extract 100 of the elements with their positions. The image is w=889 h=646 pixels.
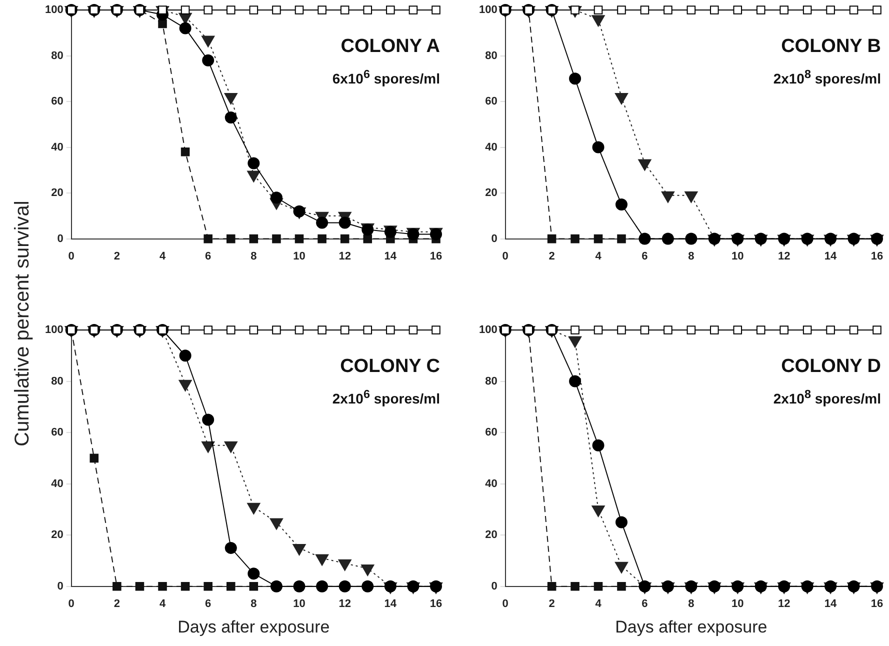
x-tick-label: 4 — [595, 598, 602, 610]
point — [617, 6, 626, 14]
point — [594, 326, 603, 334]
point — [204, 234, 212, 244]
y-tick-label: 80 — [485, 50, 498, 62]
point — [340, 326, 350, 334]
point — [710, 326, 719, 334]
point — [664, 326, 672, 334]
point — [547, 234, 556, 244]
point — [849, 6, 858, 14]
y-tick-label: 60 — [485, 96, 498, 108]
point — [408, 326, 418, 334]
y-tick-label: 60 — [485, 426, 498, 439]
x-tick-label: 0 — [68, 598, 74, 610]
x-tick-label: 2 — [114, 598, 120, 610]
point — [756, 6, 766, 14]
point — [780, 6, 788, 14]
point — [180, 6, 190, 14]
point — [802, 6, 812, 14]
point — [594, 582, 603, 591]
point — [248, 157, 260, 170]
point — [733, 326, 742, 334]
annotation: COLONY C — [340, 356, 440, 378]
x-tick-label: 16 — [430, 598, 442, 610]
point — [802, 326, 812, 334]
point — [408, 6, 418, 14]
point — [272, 234, 281, 244]
point — [224, 112, 237, 124]
x-axis-title: Days after exposure — [178, 617, 330, 636]
point — [272, 326, 281, 334]
point — [249, 6, 258, 14]
point — [615, 198, 628, 210]
point — [363, 6, 372, 14]
y-tick-label: 20 — [51, 529, 64, 542]
point — [158, 582, 167, 591]
point — [363, 234, 372, 244]
point — [318, 234, 326, 244]
annotation: COLONY B — [781, 36, 881, 58]
annotation: 2x10$^{8}$ spores/ml — [773, 388, 881, 407]
point — [340, 234, 350, 244]
point — [226, 326, 236, 334]
x-tick-label: 6 — [642, 250, 648, 262]
x-tick-label: 16 — [870, 250, 884, 262]
x-axis-title: Days after exposure — [615, 617, 768, 636]
point — [158, 6, 167, 14]
x-tick-label: 8 — [688, 598, 694, 610]
point — [318, 6, 326, 14]
y-tick-label: 60 — [51, 426, 64, 439]
x-tick-label: 6 — [205, 250, 212, 262]
point — [202, 414, 214, 426]
y-tick-label: 60 — [51, 96, 64, 108]
y-tick-label: 40 — [51, 141, 64, 154]
x-tick-label: 14 — [384, 598, 398, 610]
x-tick-label: 0 — [502, 598, 508, 610]
y-tick-label: 20 — [485, 529, 498, 542]
y-tick-label: 80 — [51, 50, 64, 62]
point — [179, 350, 192, 362]
point — [202, 54, 214, 66]
point — [226, 6, 236, 14]
point — [180, 326, 190, 334]
point — [710, 6, 719, 14]
point — [318, 326, 326, 334]
x-tick-label: 8 — [250, 250, 257, 262]
point — [158, 19, 167, 28]
x-tick-label: 14 — [824, 598, 838, 610]
point — [249, 326, 258, 334]
point — [90, 454, 99, 463]
annotation: 6x10$^{6}$ spores/ml — [332, 68, 440, 87]
y-tick-label: 100 — [478, 324, 498, 336]
x-tick-label: 8 — [250, 598, 257, 610]
point — [112, 582, 122, 591]
x-tick-label: 2 — [548, 250, 555, 262]
point — [226, 234, 236, 244]
point — [272, 6, 281, 14]
point — [204, 326, 212, 334]
point — [569, 72, 582, 85]
point — [294, 6, 304, 14]
x-tick-label: 6 — [205, 598, 212, 610]
y-tick-label: 40 — [485, 141, 498, 154]
y-tick-label: 20 — [485, 187, 498, 200]
point — [204, 6, 212, 14]
point — [547, 582, 556, 591]
y-tick-label: 40 — [485, 478, 498, 490]
x-tick-label: 12 — [338, 250, 351, 262]
point — [570, 326, 580, 334]
x-tick-label: 6 — [642, 598, 648, 610]
x-tick-label: 0 — [502, 250, 508, 262]
point — [270, 192, 282, 204]
point — [224, 542, 237, 554]
point — [294, 234, 304, 244]
x-tick-label: 16 — [430, 250, 442, 262]
x-tick-label: 2 — [114, 250, 120, 262]
y-tick-label: 0 — [491, 580, 498, 592]
point — [594, 6, 603, 14]
x-tick-label: 8 — [688, 250, 694, 262]
point — [640, 6, 650, 14]
point — [340, 6, 350, 14]
y-tick-label: 80 — [485, 375, 498, 388]
annotation: 2x10$^{6}$ spores/ml — [332, 388, 440, 407]
point — [363, 326, 372, 334]
